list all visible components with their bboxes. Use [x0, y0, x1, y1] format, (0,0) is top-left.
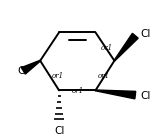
Text: Cl: Cl: [54, 126, 64, 136]
Text: or1: or1: [71, 87, 83, 95]
Polygon shape: [21, 60, 40, 74]
Text: or1: or1: [100, 44, 112, 52]
Text: or1: or1: [98, 71, 110, 79]
Polygon shape: [114, 33, 138, 61]
Text: Cl: Cl: [141, 91, 151, 101]
Text: or1: or1: [52, 71, 64, 79]
Text: Cl: Cl: [17, 66, 28, 76]
Polygon shape: [95, 90, 136, 99]
Text: Cl: Cl: [141, 29, 151, 39]
